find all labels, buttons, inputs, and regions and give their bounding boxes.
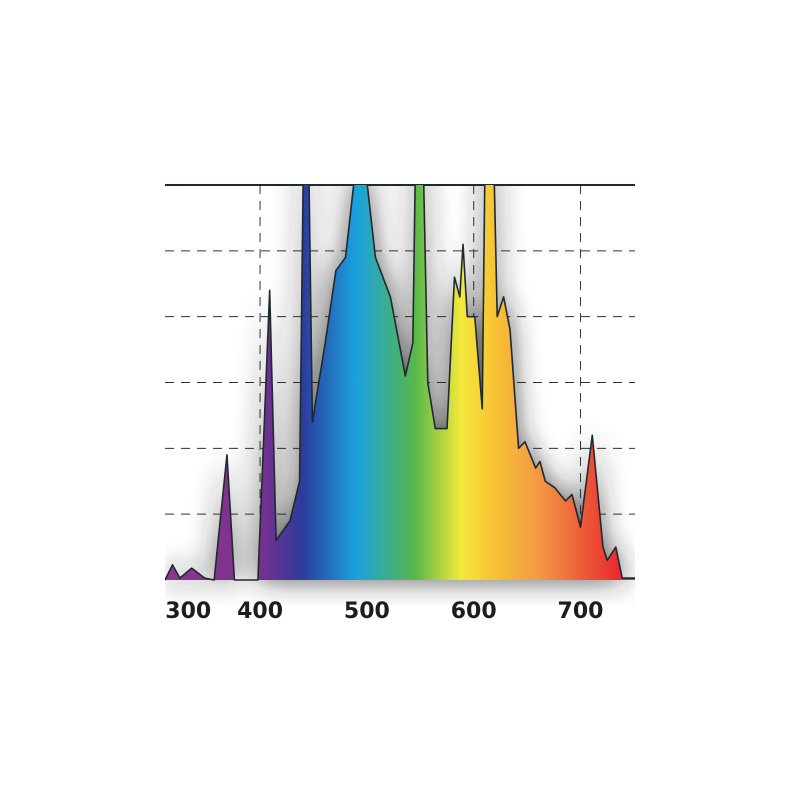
x-tick-label: 600 (451, 599, 497, 624)
x-tick-label: 700 (558, 599, 604, 624)
plot-area (165, 185, 635, 581)
x-tick-label: 500 (344, 599, 390, 624)
crop (0, 590, 161, 640)
x-tick-label: 300 (165, 599, 211, 624)
spectrum-area (165, 185, 635, 580)
x-axis: 300 400 500 600 700 (0, 590, 603, 640)
spectrum-line (165, 185, 635, 581)
x-tick-label: 400 (237, 599, 283, 624)
